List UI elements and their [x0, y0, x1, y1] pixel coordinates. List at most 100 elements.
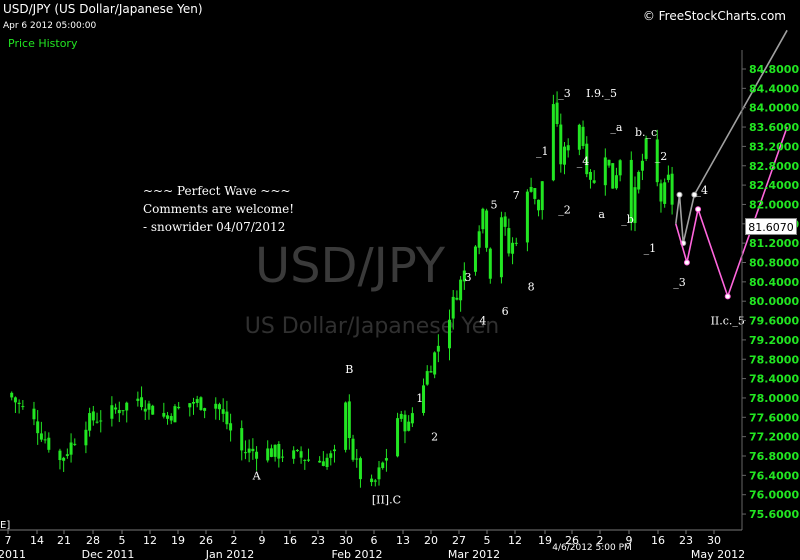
- candle: [659, 179, 663, 213]
- candle: [17, 399, 21, 414]
- candle: [429, 365, 433, 373]
- wave-label: 5: [491, 198, 498, 211]
- wave-label: 6: [502, 305, 509, 318]
- candle: [525, 189, 529, 252]
- price-tick-label: 80.8000: [749, 257, 799, 270]
- candle: [611, 162, 615, 189]
- day-tick-label: 16: [651, 534, 665, 547]
- wave-label: A: [252, 469, 262, 482]
- day-tick-label: 14: [30, 534, 44, 547]
- day-tick-label: 12: [143, 534, 157, 547]
- day-tick-label: 23: [679, 534, 693, 547]
- price-tick-label: 84.4000: [749, 82, 799, 95]
- candle: [166, 411, 170, 425]
- month-tick-label: Dec 2011: [82, 548, 135, 560]
- price-tick-label: 80.4000: [749, 276, 799, 289]
- wave-label: _1: [536, 145, 549, 158]
- wave-label: I.9._5: [586, 87, 617, 100]
- candle: [511, 237, 515, 265]
- day-tick-label: 7: [5, 534, 12, 547]
- copyright-link[interactable]: © FreeStockCharts.com: [642, 9, 786, 23]
- price-tick-label: 78.4000: [749, 373, 799, 386]
- watermark-symbol: USD/JPY: [255, 238, 446, 294]
- day-tick-label: 19: [538, 534, 552, 547]
- candle: [640, 153, 644, 181]
- month-tick-label: Feb 2012: [332, 548, 383, 560]
- month-tick-label: Jan 2012: [205, 548, 254, 560]
- candle: [373, 478, 377, 487]
- day-tick-label: 28: [86, 534, 100, 547]
- candle: [151, 404, 155, 415]
- candle: [329, 450, 333, 466]
- candle: [447, 309, 451, 361]
- price-tick-label: 84.0000: [749, 102, 799, 115]
- candle: [618, 159, 622, 182]
- candle: [32, 401, 36, 426]
- day-tick-label: 9: [259, 534, 266, 547]
- day-tick-label: 19: [171, 534, 185, 547]
- last-price-badge: 81.6070: [745, 218, 797, 235]
- projection-pink-node: [683, 259, 690, 266]
- wave-label: _1: [644, 242, 657, 255]
- series-label[interactable]: Price History: [8, 37, 78, 50]
- wave-label: _3: [558, 87, 571, 100]
- candle: [629, 151, 633, 231]
- price-tick-label: 81.2000: [749, 237, 799, 250]
- wave-label: [II].C: [372, 494, 401, 507]
- candle: [203, 407, 207, 419]
- candle: [670, 166, 674, 215]
- candle: [332, 444, 336, 463]
- candle: [499, 211, 503, 284]
- candle: [62, 456, 66, 472]
- candle: [473, 245, 477, 276]
- candle: [503, 212, 507, 236]
- candle: [136, 391, 140, 407]
- candle: [13, 396, 17, 413]
- candle: [217, 402, 221, 421]
- price-tick-label: 76.8000: [749, 450, 799, 463]
- candle: [485, 208, 489, 252]
- candle: [214, 397, 218, 420]
- wave-label: B: [345, 363, 353, 376]
- day-tick-label: 20: [424, 534, 438, 547]
- candle: [563, 141, 566, 175]
- candle: [477, 225, 481, 255]
- candle: [281, 449, 285, 463]
- candle: [229, 413, 233, 442]
- candle: [58, 448, 62, 470]
- candle: [143, 400, 147, 420]
- candle: [481, 207, 485, 234]
- wave-label: _2: [558, 203, 571, 216]
- month-tick-label: 2011: [0, 548, 26, 560]
- candle: [637, 170, 641, 194]
- candle: [358, 456, 362, 488]
- projection-pink-node: [695, 206, 702, 213]
- corner-tag: E]: [0, 520, 11, 531]
- candle: [277, 441, 281, 468]
- price-tick-label: 77.6000: [749, 411, 799, 424]
- candle: [633, 176, 637, 232]
- candle: [344, 401, 348, 453]
- candle: [173, 404, 177, 423]
- wave-annotations: A B [II].C 1 2 3 4 5 6 7 8 _1 _2 _3 _4 I.9._5a _a _b b._c _…: [252, 87, 745, 506]
- wave-label: 1: [416, 392, 423, 405]
- candle: [299, 446, 303, 464]
- candle: [381, 461, 385, 470]
- candle: [377, 461, 381, 486]
- candle: [384, 448, 388, 472]
- candle: [347, 394, 351, 450]
- candle: [177, 402, 181, 410]
- candle: [581, 120, 585, 149]
- price-tick-label: 79.6000: [749, 315, 799, 328]
- day-tick-label: 21: [57, 534, 71, 547]
- candle: [559, 113, 563, 173]
- candle: [407, 415, 411, 432]
- candle: [607, 159, 611, 168]
- wave-label: b._c: [635, 126, 657, 139]
- candle: [292, 446, 296, 464]
- candle: [273, 444, 277, 462]
- candle: [114, 403, 118, 414]
- candle: [39, 421, 43, 442]
- day-tick-label: 6: [371, 534, 378, 547]
